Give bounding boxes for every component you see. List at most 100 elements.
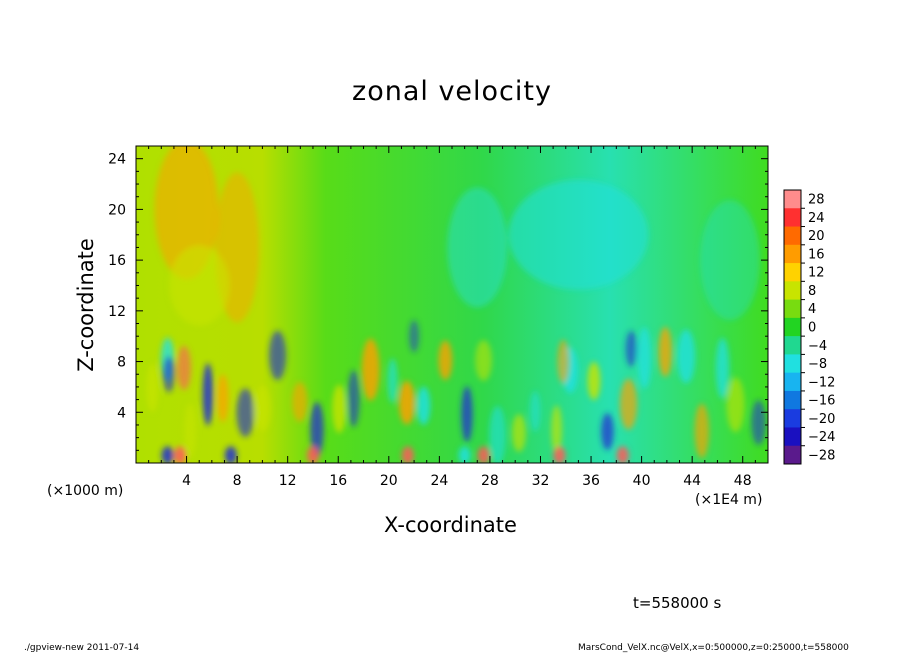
colorbar-label: 12 (808, 266, 825, 281)
colorbar-label: −12 (808, 375, 835, 390)
colorbar-label: 20 (808, 229, 825, 244)
x-tick-label: 48 (734, 473, 752, 489)
field-patch (751, 400, 766, 446)
time-label: t=558000 s (633, 594, 722, 612)
field-patch (616, 446, 629, 463)
field-patch (553, 446, 566, 463)
field-patch (161, 446, 174, 463)
colorbar-swatch (784, 226, 801, 246)
colorbar-label: −16 (808, 394, 835, 409)
x-tick-label: 20 (380, 473, 398, 489)
x-tick-label: 16 (329, 473, 347, 489)
colorbar-label: 0 (808, 321, 816, 336)
field-patch (489, 405, 506, 463)
y-tick-label: 24 (108, 152, 126, 168)
colorbar-swatch (784, 354, 801, 374)
x-tick-label: 32 (532, 473, 550, 489)
y-axis: 4 8 12 16 20 24 (108, 152, 768, 451)
field-patch (217, 374, 229, 423)
field-patch (508, 179, 649, 290)
x-axis-label-row: X-coordinate (0, 513, 904, 537)
x-axis: 4 8 12 16 20 24 28 32 36 40 44 48 (148, 146, 756, 489)
colorbar-swatch (784, 263, 801, 282)
colorbar-label: 4 (808, 302, 816, 317)
y-tick-label: 12 (108, 304, 126, 320)
field-patch (438, 340, 453, 380)
field-patch (477, 446, 490, 463)
field-patch (409, 320, 420, 353)
x-axis-label: X-coordinate (384, 513, 517, 537)
field-patch (658, 326, 672, 377)
field-patch (398, 380, 415, 425)
field-patch (529, 391, 541, 432)
colorbar-label: −24 (808, 430, 835, 445)
colorbar-swatch (784, 190, 801, 209)
field-patch (700, 200, 761, 321)
x-tick-label: 28 (481, 473, 499, 489)
field-patch (174, 446, 187, 463)
field-patch (447, 187, 508, 308)
footer-left: ./gpview-new 2011-07-14 (24, 643, 140, 653)
colorbar-swatch (784, 372, 801, 392)
colorbar-swatch (784, 208, 801, 228)
field-patch (306, 446, 319, 463)
x-tick-label: 4 (182, 473, 191, 489)
field-patch (332, 384, 347, 433)
x-tick-label: 12 (279, 473, 297, 489)
chart-title: zonal velocity (352, 76, 552, 107)
x-unit-right: (×1E4 m) (695, 492, 763, 508)
y-tick-label: 20 (108, 202, 126, 218)
field-patch (625, 330, 638, 367)
field-patch (177, 345, 192, 390)
footer-right: MarsCond_VelX.nc@VelX,x=0:500000,z=0:250… (578, 643, 849, 653)
colorbar-frame (783, 189, 802, 465)
field-patch (601, 413, 614, 450)
x-tick-label: 36 (582, 473, 600, 489)
field-patch (347, 370, 360, 428)
colorbar-label: −4 (808, 339, 827, 354)
field-patch (269, 330, 287, 381)
field-patch (292, 382, 308, 422)
colorbar-swatch (784, 445, 801, 465)
colorbar-label: −8 (808, 357, 827, 372)
field-patch (202, 363, 214, 426)
field-patch (458, 446, 471, 463)
y-tick-label: 4 (117, 405, 126, 421)
colorbar-label: 28 (808, 193, 825, 208)
x-tick-label: 44 (683, 473, 701, 489)
y-tick-label: 16 (108, 253, 126, 269)
heatmap-field (146, 146, 766, 463)
x-tick-label: 8 (233, 473, 242, 489)
field-patch (619, 378, 638, 430)
colorbar-swatch (784, 299, 801, 319)
field-patch (401, 446, 414, 463)
field-patch (557, 339, 570, 384)
y-axis-label: Z-coordinate (74, 238, 98, 372)
field-patch (677, 329, 696, 384)
colorbar-label: −20 (808, 412, 835, 427)
field-patch (169, 245, 230, 326)
field-patch (310, 402, 324, 458)
colorbar-swatch (784, 409, 801, 428)
colorbar-swatch (784, 281, 801, 301)
x-tick-label: 40 (633, 473, 651, 489)
colorbar-swatch (784, 427, 801, 447)
colorbar: 28 24 20 16 12 8 4 0 −4 −8 −12 −16 −20 −24 −28 (783, 189, 835, 465)
field-patch (551, 405, 563, 455)
colorbar-swatch (784, 390, 801, 410)
colorbar-swatch (784, 244, 801, 264)
colorbar-label: 8 (808, 284, 816, 299)
colorbar-label: 16 (808, 247, 825, 262)
x-unit-left: (×1000 m) (47, 483, 124, 499)
colorbar-label: −28 (808, 448, 835, 463)
field-patch (236, 388, 255, 437)
colorbar-label: 24 (808, 211, 825, 226)
field-patch (587, 361, 601, 400)
field-patch (726, 377, 745, 433)
field-patch (511, 414, 526, 452)
y-tick-label: 8 (117, 355, 126, 371)
field-patch (715, 337, 730, 399)
field-patch (254, 385, 271, 432)
heatmap-plot-area (135, 145, 769, 464)
